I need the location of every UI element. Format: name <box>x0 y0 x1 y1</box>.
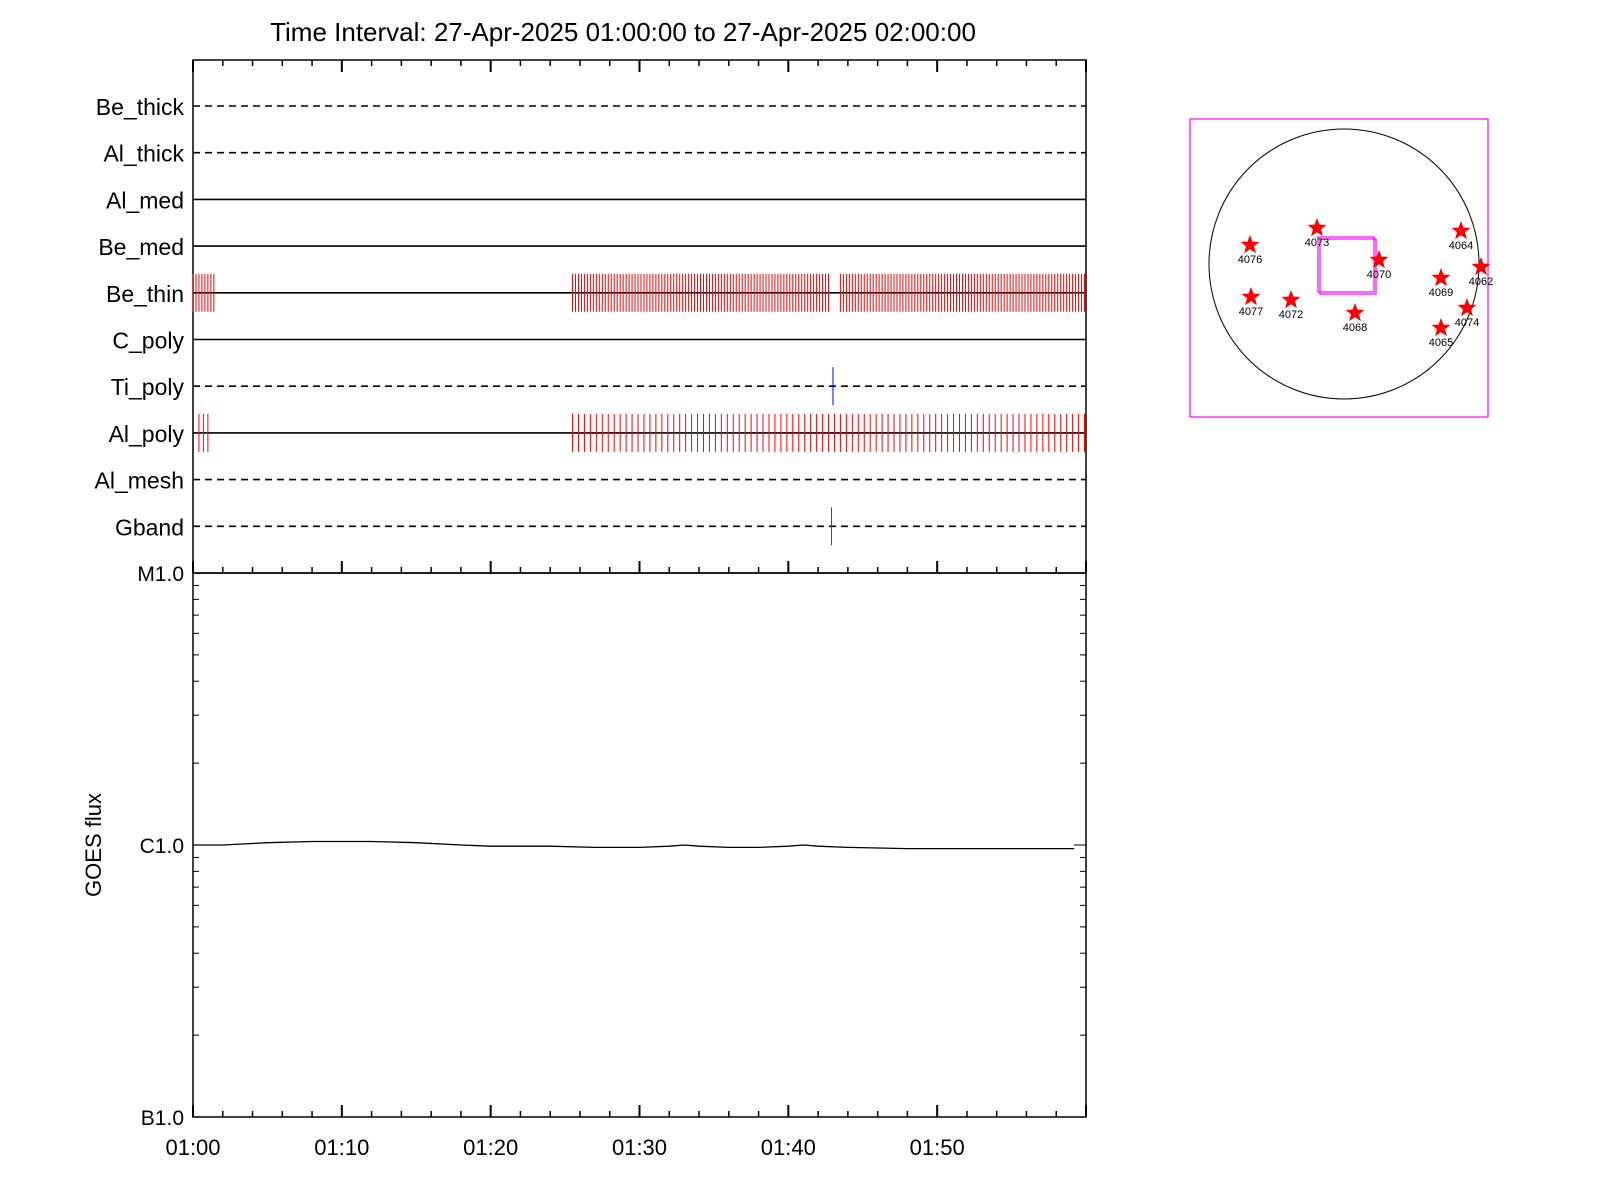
row-label-ti_poly: Ti_poly <box>111 374 185 400</box>
row-label-c_poly: C_poly <box>112 328 184 354</box>
row-label-be_thin: Be_thin <box>106 281 184 307</box>
active-region-star-icon <box>1431 268 1451 287</box>
active-region-star-icon <box>1240 235 1260 254</box>
goes-x-tick-label: 01:40 <box>761 1135 816 1160</box>
active-region-star-icon <box>1345 303 1365 322</box>
filter-timeline-panel: Be_thick Al_thick Al_med Be_med Be_thin C_pol… <box>95 59 1087 574</box>
row-label-al_med: Al_med <box>106 187 184 213</box>
row-label-al_thick: Al_thick <box>103 141 184 167</box>
goes-x-tick-label: 01:50 <box>910 1135 965 1160</box>
row-label-al_poly: Al_poly <box>109 421 185 447</box>
active-region-star-icon <box>1281 290 1301 309</box>
active-region-star-icon <box>1241 287 1261 306</box>
active-region-label: 4073 <box>1305 237 1329 249</box>
active-region-label: 4072 <box>1279 309 1303 321</box>
instrument-fov-box-offset <box>1319 238 1377 295</box>
row-label-be_med: Be_med <box>98 234 184 260</box>
active-region-label: 4076 <box>1238 254 1262 266</box>
active-region-label: 4077 <box>1239 306 1263 318</box>
goes-x-tick-label: 01:30 <box>612 1135 667 1160</box>
goes-flux-line <box>193 840 1075 850</box>
active-region-label: 4068 <box>1343 322 1367 334</box>
goes-flux-panel: M1.0 C1.0 B1.0 01:00 01:10 01:20 01:30 01:40 01:… <box>81 563 1087 1160</box>
row-label-al_mesh: Al_mesh <box>95 468 184 494</box>
active-region-label: 4064 <box>1449 240 1473 252</box>
active-region-label: 4069 <box>1429 287 1453 299</box>
goes-x-tick-label: 01:10 <box>314 1135 369 1160</box>
goes-y-tick-label: C1.0 <box>140 835 184 858</box>
goes-frame <box>192 572 1087 1118</box>
active-region-label: 4074 <box>1455 317 1479 329</box>
active-region-star-icon <box>1471 257 1491 276</box>
solar-disk-locator: 4076 4073 4070 4064 4062 4069 4077 4072 4068 4074… <box>1189 118 1493 418</box>
active-region-label: 4062 <box>1469 276 1493 288</box>
active-region-star-icon <box>1451 221 1471 240</box>
instrument-fov-box <box>1317 236 1375 293</box>
goes-y-tick-label: B1.0 <box>141 1107 184 1130</box>
active-region-label: 4070 <box>1367 269 1391 281</box>
goes-y-axis-label: GOES flux <box>81 793 106 897</box>
active-region-star-icon <box>1369 250 1389 269</box>
active-region-star-icon <box>1431 318 1451 337</box>
row-label-be_thick: Be_thick <box>96 94 185 120</box>
row-label-gband: Gband <box>115 514 184 540</box>
locator-frame <box>1189 118 1489 418</box>
goes-y-tick-label: M1.0 <box>137 563 184 586</box>
active-region-label: 4065 <box>1429 337 1453 349</box>
figure-title: Time Interval: 27-Apr-2025 01:00:00 to 2… <box>270 17 976 47</box>
active-region-star-icon <box>1457 298 1477 317</box>
goes-x-tick-label: 01:00 <box>165 1135 220 1160</box>
timeline-frame <box>192 59 1087 574</box>
goes-x-tick-label: 01:20 <box>463 1135 518 1160</box>
active-region-star-icon <box>1307 218 1327 237</box>
